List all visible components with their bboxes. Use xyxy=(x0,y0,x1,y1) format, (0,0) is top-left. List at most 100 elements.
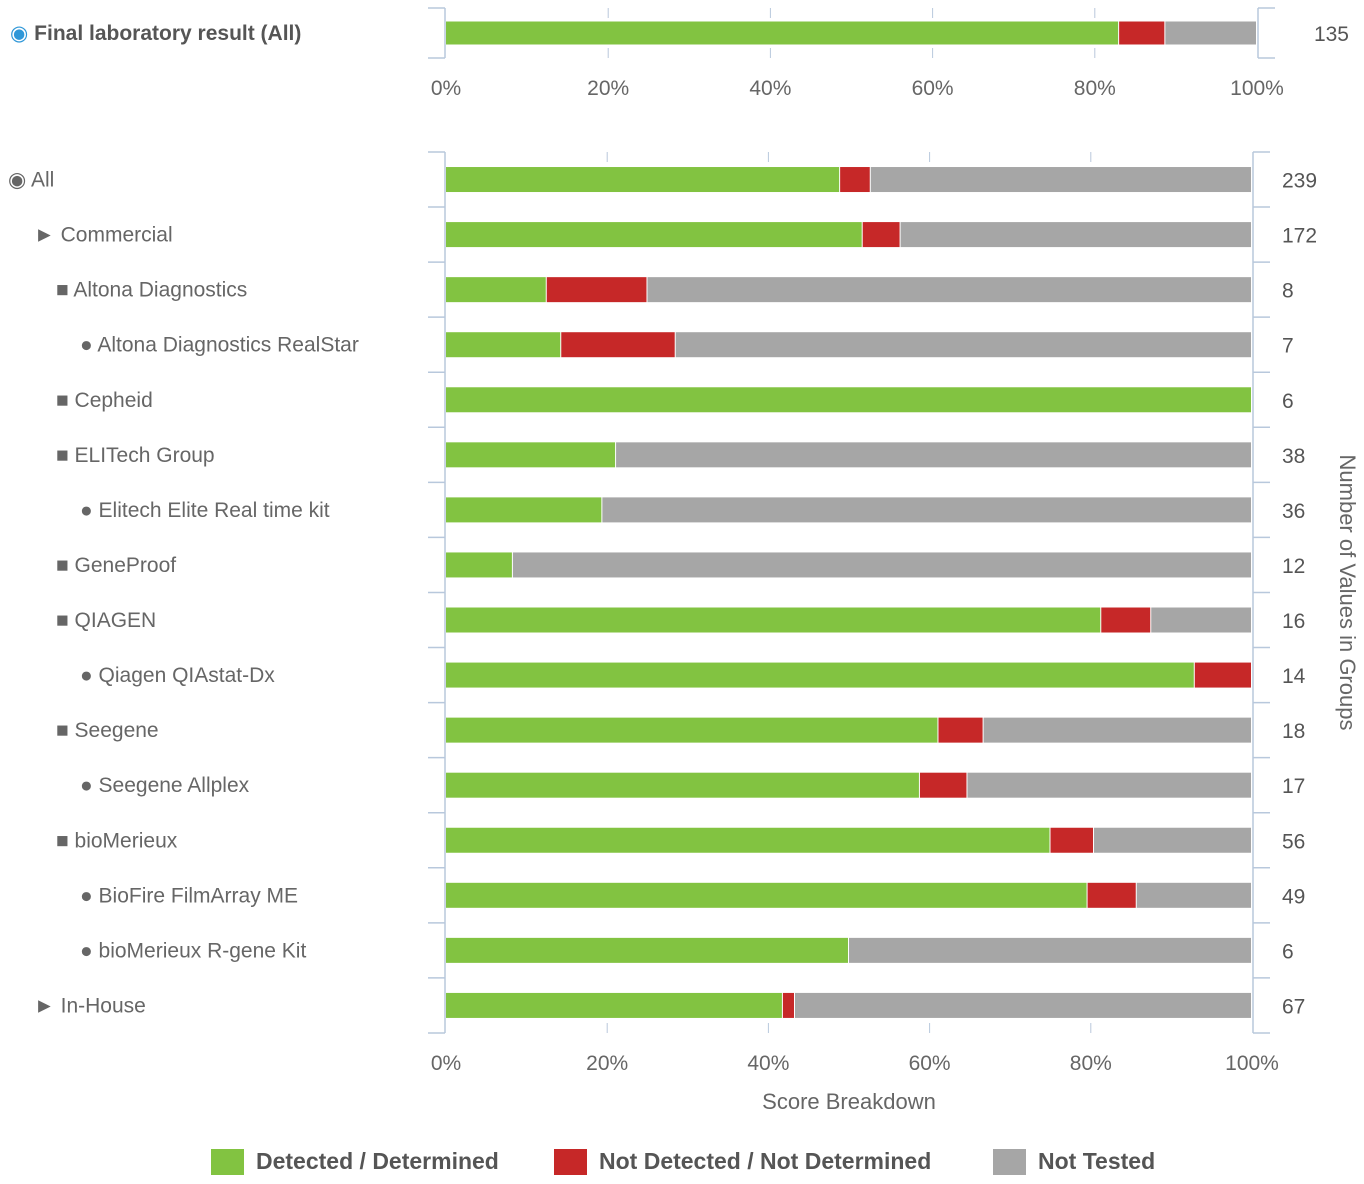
category-marker-icon[interactable]: ■ xyxy=(56,554,75,577)
bar-not-detected-final-laboratory-result-all xyxy=(1119,21,1165,45)
bar-not-detected-commercial xyxy=(862,222,900,248)
category-name: Final laboratory result (All) xyxy=(34,22,301,45)
x-tick-label: 20% xyxy=(586,1052,628,1075)
category-marker-icon[interactable]: ● xyxy=(80,499,99,522)
legend-swatch-not-tested xyxy=(993,1148,1026,1175)
category-name: Seegene xyxy=(75,719,159,742)
category-name: Altona Diagnostics xyxy=(73,279,247,302)
bar-detected-biomerieux xyxy=(446,827,1050,853)
x-axis-title: Score Breakdown xyxy=(762,1089,936,1114)
bar-detected-biofire-filmarray-me xyxy=(446,882,1087,908)
legend-swatch-not-detected xyxy=(554,1148,587,1175)
category-label-commercial: ► Commercial xyxy=(34,224,173,247)
category-marker-icon[interactable]: ● xyxy=(80,939,99,962)
bar-detected-altona-diagnostics-realstar xyxy=(446,332,561,358)
count-seegene-allplex: 17 xyxy=(1282,775,1305,798)
count-final-laboratory-result-all: 135 xyxy=(1314,23,1349,46)
bar-detected-elitech-elite-real-time-kit xyxy=(446,497,602,523)
category-label-seegene: ■ Seegene xyxy=(56,719,159,742)
bar-detected-qiagen-qiastat-dx xyxy=(446,662,1194,688)
count-commercial: 172 xyxy=(1282,225,1317,248)
x-tick-label: 0% xyxy=(431,77,461,100)
category-marker-icon[interactable]: ● xyxy=(80,664,99,687)
category-name: Qiagen QIAstat-Dx xyxy=(99,664,276,687)
category-label-biofire-filmarray-me: ● BioFire FilmArray ME xyxy=(80,884,298,907)
category-label-final-laboratory-result-all: ◉ Final laboratory result (All) xyxy=(10,22,301,45)
category-marker-icon[interactable]: ■ xyxy=(56,609,75,632)
count-qiagen-qiastat-dx: 14 xyxy=(1282,665,1306,688)
bar-not-detected-seegene-allplex xyxy=(919,772,967,798)
bar-detected-seegene xyxy=(446,717,938,743)
category-label-qiagen-qiastat-dx: ● Qiagen QIAstat-Dx xyxy=(80,664,275,687)
count-cepheid: 6 xyxy=(1282,390,1294,413)
category-label-in-house: ► In-House xyxy=(34,994,146,1017)
legend-item-not-tested[interactable]: Not Tested xyxy=(993,1148,1155,1175)
category-marker-icon[interactable]: ■ xyxy=(56,279,73,302)
category-label-biomerieux: ■ bioMerieux xyxy=(56,829,178,852)
category-marker-icon[interactable]: ■ xyxy=(56,719,75,742)
category-marker-icon[interactable]: ◉ xyxy=(8,169,31,192)
category-marker-icon[interactable]: ■ xyxy=(56,389,75,412)
category-marker-icon[interactable]: ● xyxy=(80,774,99,797)
category-marker-icon[interactable]: ■ xyxy=(56,829,75,852)
bar-detected-seegene-allplex xyxy=(446,772,919,798)
bar-detected-in-house xyxy=(446,992,782,1018)
bar-not-tested-all xyxy=(870,167,1251,193)
category-marker-icon[interactable]: ◉ xyxy=(10,22,34,45)
bar-detected-commercial xyxy=(446,222,862,248)
category-marker-icon[interactable]: ► xyxy=(34,994,61,1017)
category-name: Commercial xyxy=(61,224,173,247)
x-tick-label: 80% xyxy=(1074,77,1116,100)
bar-not-tested-qiagen xyxy=(1151,607,1251,633)
category-label-geneproof: ■ GeneProof xyxy=(56,554,176,577)
category-label-elitech-elite-real-time-kit: ● Elitech Elite Real time kit xyxy=(80,499,330,522)
bar-not-tested-geneproof xyxy=(512,552,1251,578)
x-tick-label: 100% xyxy=(1225,1052,1279,1075)
category-name: BioFire FilmArray ME xyxy=(99,884,299,907)
legend-item-not-detected[interactable]: Not Detected / Not Determined xyxy=(554,1148,931,1175)
x-tick-label: 80% xyxy=(1070,1052,1112,1075)
category-name: QIAGEN xyxy=(75,609,157,632)
bar-not-tested-in-house xyxy=(794,992,1251,1018)
legend-label-not-tested: Not Tested xyxy=(1038,1148,1156,1174)
category-name: Cepheid xyxy=(75,389,153,412)
count-seegene: 18 xyxy=(1282,720,1305,743)
legend-swatch-detected xyxy=(211,1148,244,1175)
category-name: ELITech Group xyxy=(75,444,215,467)
category-marker-icon[interactable]: ► xyxy=(34,224,61,247)
bar-not-detected-altona-diagnostics-realstar xyxy=(561,332,675,358)
bar-not-tested-elitech-elite-real-time-kit xyxy=(602,497,1251,523)
count-geneproof: 12 xyxy=(1282,555,1305,578)
bar-not-tested-altona-diagnostics xyxy=(647,277,1251,303)
count-in-house: 67 xyxy=(1282,995,1305,1018)
category-name: bioMerieux R-gene Kit xyxy=(99,939,307,962)
count-elitech-elite-real-time-kit: 36 xyxy=(1282,500,1305,523)
bar-not-tested-biomerieux xyxy=(1094,827,1251,853)
bar-detected-final-laboratory-result-all xyxy=(446,21,1119,45)
category-name: Seegene Allplex xyxy=(99,774,250,797)
bar-not-tested-biomerieux-r-gene-kit xyxy=(849,937,1251,963)
x-tick-label: 60% xyxy=(912,77,954,100)
category-label-seegene-allplex: ● Seegene Allplex xyxy=(80,774,250,797)
x-tick-label: 20% xyxy=(587,77,629,100)
category-label-cepheid: ■ Cepheid xyxy=(56,389,153,412)
x-tick-label: 40% xyxy=(749,77,791,100)
count-altona-diagnostics-realstar: 7 xyxy=(1282,335,1294,358)
legend-item-detected[interactable]: Detected / Determined xyxy=(211,1148,499,1175)
x-tick-label: 60% xyxy=(909,1052,951,1075)
category-label-altona-diagnostics: ■ Altona Diagnostics xyxy=(56,279,247,302)
bar-not-detected-qiagen xyxy=(1101,607,1151,633)
bar-not-detected-all xyxy=(840,167,870,193)
legend-label-not-detected: Not Detected / Not Determined xyxy=(599,1148,932,1174)
chart-canvas: 0% 20% 40% 60% 80% 100% ◉ Final laboratory res… xyxy=(8,7,1360,1114)
category-label-qiagen: ■ QIAGEN xyxy=(56,609,156,632)
count-qiagen: 16 xyxy=(1282,610,1305,633)
bar-detected-biomerieux-r-gene-kit xyxy=(446,937,848,963)
category-marker-icon[interactable]: ● xyxy=(80,334,97,357)
bar-not-detected-altona-diagnostics xyxy=(546,277,647,303)
bar-detected-qiagen xyxy=(446,607,1101,633)
bar-not-tested-elitech-group xyxy=(616,442,1251,468)
category-marker-icon[interactable]: ● xyxy=(80,884,99,907)
category-marker-icon[interactable]: ■ xyxy=(56,444,75,467)
category-name: GeneProof xyxy=(75,554,177,577)
